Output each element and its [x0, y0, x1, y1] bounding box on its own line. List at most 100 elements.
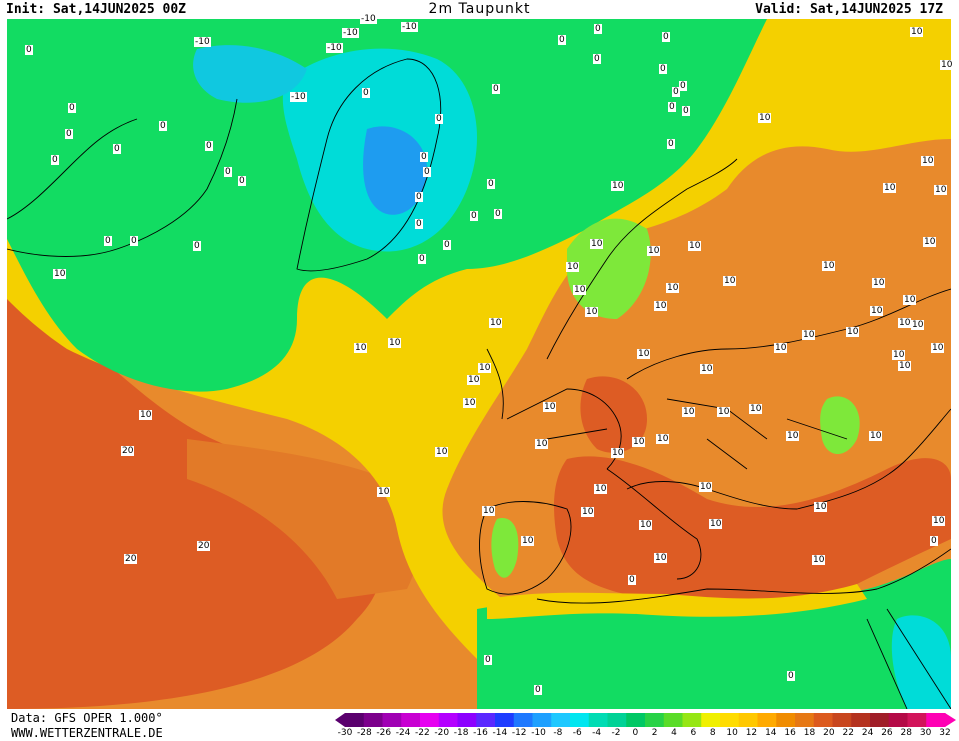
colorbar-tick-label: 30 [919, 728, 932, 738]
contour-label: 10 [637, 349, 651, 359]
contour-label: 0 [594, 24, 602, 34]
contour-label: 10 [910, 27, 924, 37]
contour-label: 0 [662, 32, 670, 42]
colorbar-cell [720, 713, 740, 727]
contour-label: 10 [758, 113, 772, 123]
contour-label: 0 [679, 81, 687, 91]
contour-label: 0 [682, 106, 690, 116]
contour-label: 10 [594, 484, 608, 494]
contour-label: 10 [647, 246, 661, 256]
colorbar-tick-label: 6 [690, 728, 697, 738]
colorbar-cell [645, 713, 665, 727]
colorbar-cell [551, 713, 571, 727]
contour-label: 10 [934, 185, 948, 195]
colorbar-cell [813, 713, 833, 727]
contour-label: 10 [749, 404, 763, 414]
colorbar-cell [532, 713, 552, 727]
contour-label: 0 [362, 88, 370, 98]
colorbar-cell [701, 713, 721, 727]
colorbar-cell [888, 713, 908, 727]
contour-label: 10 [911, 320, 925, 330]
contour-label: 0 [224, 167, 232, 177]
colorbar-cell [795, 713, 815, 727]
contour-label: 20 [124, 554, 138, 564]
colorbar-tick-label: 22 [842, 728, 854, 738]
contour-label: 0 [159, 121, 167, 131]
contour-label: 0 [484, 655, 492, 665]
colorbar-cell [345, 713, 365, 727]
contour-label: 10 [822, 261, 836, 271]
contour-label: -10 [342, 28, 359, 38]
contour-label: 0 [492, 84, 500, 94]
contour-label: 10 [482, 506, 496, 516]
colorbar-cell [907, 713, 927, 727]
colorbar-cell [382, 713, 402, 727]
contour-label: 10 [581, 507, 595, 517]
contour-label: 10 [802, 330, 816, 340]
colorbar-tick-label: 16 [784, 728, 796, 738]
colorbar-tick-label: -26 [376, 728, 392, 738]
contour-label: 0 [494, 209, 502, 219]
iberia-green-zone [491, 518, 519, 578]
contour-label: 0 [534, 685, 542, 695]
colorbar-tick-label: 20 [823, 728, 835, 738]
colorbar-tick-label: -16 [473, 728, 488, 738]
contour-label: 10 [489, 318, 503, 328]
contour-label: 0 [104, 236, 112, 246]
contour-label: 10 [723, 276, 737, 286]
contour-label: -10 [326, 43, 343, 53]
contour-label: 0 [435, 114, 443, 124]
contour-label: 10 [869, 431, 883, 441]
colorbar-cell [926, 713, 946, 727]
contour-label: 10 [786, 431, 800, 441]
contour-label: 10 [639, 520, 653, 530]
colorbar-arrow-high [945, 713, 956, 727]
contour-label: 0 [443, 240, 451, 250]
colorbar-tick-label: -12 [511, 728, 527, 738]
colorbar-tick-label: 12 [745, 728, 758, 738]
colorbar-cell [626, 713, 646, 727]
contour-label: 10 [611, 448, 625, 458]
contour-label: 0 [787, 671, 795, 681]
contour-label: 10 [931, 343, 945, 353]
colorbar-cell [570, 713, 590, 727]
hot-zone-atlantic [7, 289, 382, 709]
colorbar-cell [476, 713, 496, 727]
colorbar-cell [420, 713, 440, 727]
warm-zone-atlantic [187, 439, 421, 599]
colorbar-tick-label: -24 [395, 728, 411, 738]
contour-label: 10 [590, 239, 604, 249]
colorbar-cell [776, 713, 796, 727]
contour-label: 10 [898, 361, 912, 371]
contour-label: 10 [923, 237, 937, 247]
colorbar-tick-label: 10 [726, 728, 738, 738]
hot-zone-france [580, 376, 647, 453]
contour-label: 10 [872, 278, 886, 288]
colorbar [335, 713, 956, 727]
contour-label: 10 [932, 516, 946, 526]
colorbar-tick-label: -18 [453, 728, 469, 738]
contour-label: 0 [415, 219, 423, 229]
colorbar-tick-label: -30 [337, 728, 353, 738]
sahara-fringe-zone [487, 584, 867, 619]
contour-label: 0 [593, 54, 601, 64]
init-time: Init: Sat,14JUN2025 00Z [6, 2, 187, 17]
colorbar-tick-label: -22 [415, 728, 430, 738]
contour-label: 10 [521, 536, 535, 546]
colorbar-tick-label: 0 [632, 728, 639, 738]
colorbar-tick-label: 32 [939, 728, 951, 738]
contour-label: 10 [478, 363, 492, 373]
colorbar-cell [870, 713, 890, 727]
contour-label: 10 [654, 553, 668, 563]
contour-label: 10 [656, 434, 670, 444]
colorbar-cell [682, 713, 702, 727]
colorbar-cell [588, 713, 608, 727]
contour-label: 10 [883, 183, 897, 193]
colorbar-cell [401, 713, 421, 727]
contour-label: 10 [666, 283, 680, 293]
contour-label: 10 [611, 181, 625, 191]
contour-label: 0 [418, 254, 426, 264]
contour-label: 0 [25, 45, 33, 55]
hot-zone-mediterranean [554, 456, 951, 607]
contour-label: 0 [667, 139, 675, 149]
